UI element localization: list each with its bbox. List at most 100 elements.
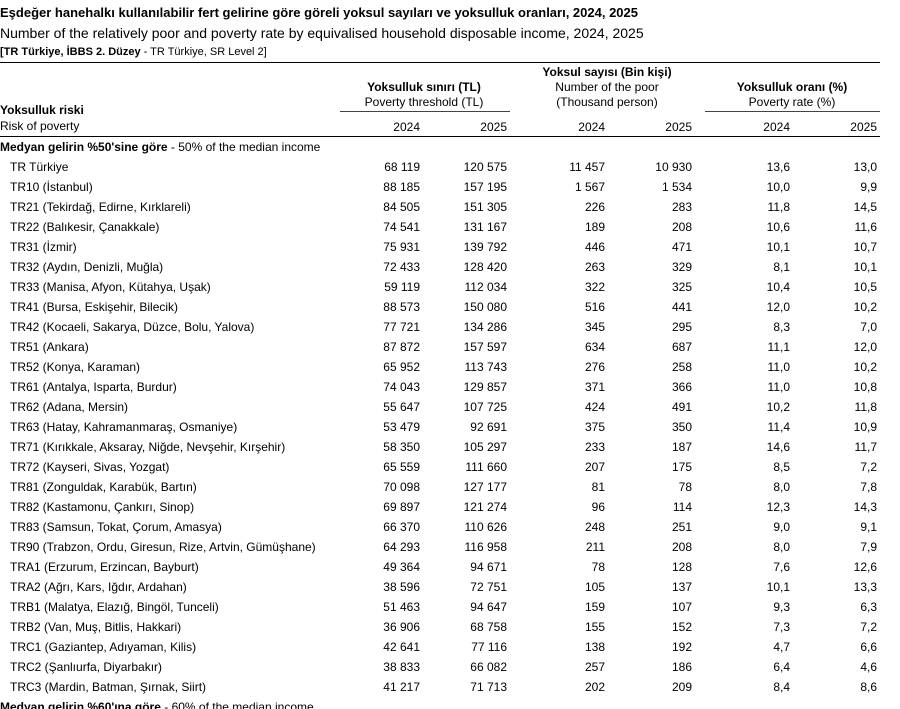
cell: 68 119 <box>384 160 420 174</box>
cell: 59 119 <box>384 280 420 294</box>
cell: 207 <box>584 460 605 474</box>
cell: 78 <box>591 560 605 574</box>
cell: 10,1 <box>853 260 877 274</box>
cell: 111 660 <box>465 460 507 474</box>
cell: 105 <box>584 580 605 594</box>
cell: 14,6 <box>766 440 790 454</box>
cell: 208 <box>671 220 692 234</box>
cell: 65 952 <box>383 360 420 374</box>
cell: 38 833 <box>383 660 420 674</box>
cell: 10,9 <box>853 420 877 434</box>
cell: 11 457 <box>569 160 605 174</box>
cell: 113 743 <box>464 360 508 374</box>
cell: 175 <box>671 460 692 474</box>
cell: 251 <box>671 520 692 534</box>
cell: 14,3 <box>853 500 877 514</box>
cell: 11,0 <box>767 380 790 394</box>
cell: 10,7 <box>853 240 877 254</box>
row-label: TR81 (Zonguldak, Karabük, Bartın) <box>10 480 197 494</box>
cell: 8,5 <box>773 460 790 474</box>
row-label: TRB1 (Malatya, Elazığ, Bingöl, Tunceli) <box>10 600 219 614</box>
section-title-tr: Medyan gelirin %50'sine göre <box>0 140 168 154</box>
cell: 371 <box>584 380 605 394</box>
year-header: 2024 <box>578 120 605 134</box>
cell: 7,8 <box>860 480 877 494</box>
cell: 11,0 <box>767 360 790 374</box>
row-label: TRC1 (Gaziantep, Adıyaman, Kilis) <box>10 640 197 654</box>
cell: 114 <box>672 500 692 514</box>
cell: 41 217 <box>383 680 420 694</box>
section-title-en: - 60% of the median income <box>164 700 314 709</box>
cell: 8,4 <box>773 680 790 694</box>
cell: 12,3 <box>766 500 790 514</box>
row-label: TR90 (Trabzon, Ordu, Giresun, Rize, Artv… <box>10 540 316 554</box>
year-header: 2024 <box>763 120 790 134</box>
cell: 38 596 <box>383 580 420 594</box>
cell: 94 671 <box>470 560 507 574</box>
cell: 88 573 <box>383 300 420 314</box>
cell: 64 293 <box>383 540 420 554</box>
cell: 516 <box>584 300 605 314</box>
row-label: TRB2 (Van, Muş, Bitlis, Hakkari) <box>10 620 182 634</box>
cell: 10,4 <box>766 280 790 294</box>
section-title: Medyan gelirin %60'ına göre - 60% of the… <box>0 700 314 709</box>
top-rule <box>0 62 880 63</box>
cell: 8,0 <box>773 540 790 554</box>
cell: 11,8 <box>854 400 877 414</box>
group-header-en: Poverty threshold (TL) <box>364 95 484 109</box>
group-header-en: Number of the poor <box>555 80 659 94</box>
subtitle: Number of the relatively poor and povert… <box>0 25 644 41</box>
group-rule <box>340 111 510 112</box>
cell: 159 <box>584 600 605 614</box>
cell: 322 <box>584 280 605 294</box>
cell: 11,1 <box>767 340 790 354</box>
cell: 8,3 <box>773 320 790 334</box>
cell: 325 <box>671 280 692 294</box>
group-header-tr: Yoksulluk oranı (%) <box>736 80 848 94</box>
cell: 11,7 <box>854 440 877 454</box>
row-label: TRA2 (Ağrı, Kars, Iğdır, Ardahan) <box>10 580 187 594</box>
row-label: TR51 (Ankara) <box>10 340 89 354</box>
cell: 211 <box>585 540 605 554</box>
cell: 10,6 <box>766 220 790 234</box>
cell: 7,0 <box>860 320 877 334</box>
cell: 189 <box>584 220 605 234</box>
cell: 81 <box>591 480 605 494</box>
cell: 276 <box>584 360 605 374</box>
row-label: TR41 (Bursa, Eskişehir, Bilecik) <box>10 300 179 314</box>
cell: 94 647 <box>470 600 507 614</box>
cell: 446 <box>584 240 605 254</box>
cell: 687 <box>671 340 692 354</box>
cell: 77 116 <box>471 640 507 654</box>
cell: 55 647 <box>383 400 420 414</box>
row-label: TR71 (Kırıkkale, Aksaray, Niğde, Nevşehi… <box>10 440 286 454</box>
cell: 1 534 <box>661 180 692 194</box>
cell: 131 167 <box>463 220 507 234</box>
cell: 9,0 <box>773 520 790 534</box>
cell: 87 872 <box>383 340 420 354</box>
row-label: TR63 (Hatay, Kahramanmaraş, Osmaniye) <box>10 420 238 434</box>
cell: 121 274 <box>463 500 507 514</box>
group-header-en: Poverty rate (%) <box>748 95 836 109</box>
cell: 1 567 <box>574 180 605 194</box>
cell: 65 559 <box>383 460 420 474</box>
scope-tr: [TR Türkiye, İBBS 2. Düzey <box>0 46 141 58</box>
cell: 112 034 <box>464 280 508 294</box>
cell: 4,6 <box>860 660 877 674</box>
cell: 11,4 <box>767 420 790 434</box>
cell: 12,0 <box>766 300 790 314</box>
cell: 66 370 <box>383 520 420 534</box>
row-label: TR32 (Aydın, Denizli, Muğla) <box>10 260 164 274</box>
cell: 150 080 <box>463 300 507 314</box>
cell: 8,0 <box>773 480 790 494</box>
row-label: TR42 (Kocaeli, Sakarya, Düzce, Bolu, Yal… <box>10 320 255 334</box>
cell: 151 305 <box>463 200 507 214</box>
cell: 6,4 <box>773 660 790 674</box>
cell: 116 958 <box>464 540 508 554</box>
row-label: TR Türkiye <box>10 160 69 174</box>
cell: 10,2 <box>853 360 877 374</box>
cell: 58 350 <box>383 440 420 454</box>
cell: 192 <box>671 640 692 654</box>
cell: 152 <box>671 620 692 634</box>
